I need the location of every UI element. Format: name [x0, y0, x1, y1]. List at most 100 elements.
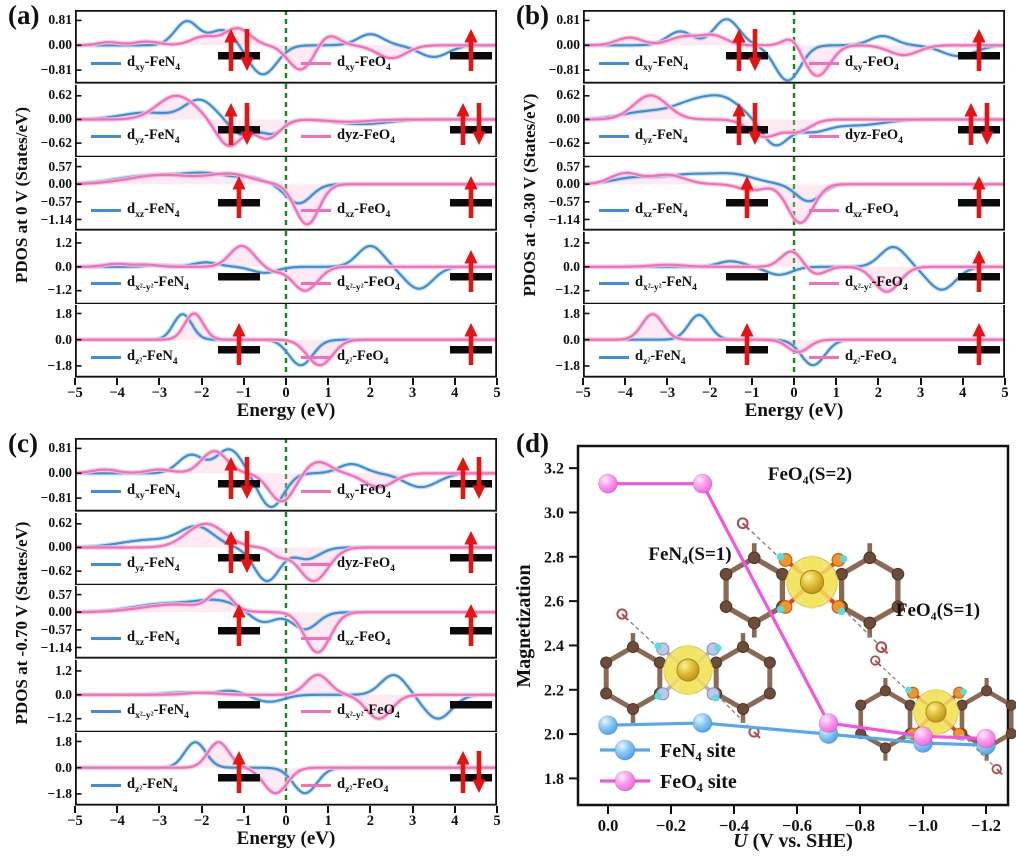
pdos-feo4-fill	[583, 94, 1005, 137]
y-tick-label: −0.62	[40, 134, 72, 150]
spin-state-icon	[450, 176, 492, 219]
subscript: xy	[345, 61, 355, 73]
x-tick-mark	[750, 378, 753, 385]
subscript: x²-y²	[345, 282, 364, 294]
x-tick-mark	[666, 378, 669, 385]
subscript: 4	[682, 553, 688, 567]
legend-label-fen4: dxz-FeN4	[127, 200, 180, 220]
arrow-head	[748, 131, 762, 145]
arrow-head	[232, 323, 246, 337]
spin-up-arrow-icon	[972, 29, 986, 71]
carbon-atom	[891, 600, 905, 613]
y-tick-label: 0.0	[563, 332, 580, 348]
subscript: 4	[175, 61, 181, 73]
y-tick-label: 3.2	[544, 461, 564, 478]
legend-label: FeO4 site	[660, 771, 737, 795]
x-tick-label: 1	[832, 385, 840, 401]
x-tick-mark	[582, 378, 584, 385]
y-tick-label: −1.14	[40, 639, 72, 655]
panel-d: (d) Magnetization 1.8 2.0 2.2 2.4 2.6 2.8 3.0 3…	[508, 428, 1016, 856]
legend-left: dyz-FeN4	[91, 555, 179, 575]
carbon-atom	[763, 656, 776, 669]
carbon-atom	[747, 551, 761, 565]
x-tick-mark	[327, 806, 330, 813]
y-tick-label: 2.4	[544, 638, 564, 655]
legend-line-fen4	[599, 355, 629, 359]
spin-down-arrow-icon	[472, 457, 486, 499]
spin-state-icon	[218, 29, 260, 71]
legend-left: dx²-y²-FeN4	[91, 702, 189, 721]
spin-state-icon	[450, 102, 492, 145]
subscript: 4	[680, 355, 686, 367]
spin-up-arrow-icon	[232, 323, 246, 366]
legend-label-feo4: dxz-FeO4	[337, 200, 391, 220]
pdos-feo4-fill	[75, 742, 497, 794]
x-tick-mark	[496, 378, 498, 385]
y-tick-label: 0.81	[48, 440, 72, 456]
x-tick-mark	[285, 378, 287, 385]
y-tick-label: 0.62	[48, 515, 72, 531]
x-tick-mark	[74, 378, 76, 385]
pdos-subpanel	[75, 83, 497, 158]
spin-down-arrow-icon	[240, 530, 254, 573]
orbital-bar	[726, 272, 768, 281]
oh-stick	[741, 522, 750, 531]
y-tick-label: −1.14	[548, 211, 580, 227]
legend-left: dz²-FeN4	[599, 348, 686, 367]
subscript: yz	[135, 563, 145, 575]
spin-up-arrow-icon	[464, 530, 478, 573]
fe-atom	[676, 658, 700, 682]
spin-up-arrow-icon	[972, 323, 986, 366]
data-point-magenta	[818, 713, 839, 733]
data-point-magenta	[598, 473, 618, 494]
carbon-atom	[719, 567, 733, 581]
subscript: z²	[345, 783, 353, 795]
spin-state-icon	[958, 323, 1000, 366]
y-tick-label: 0.0	[563, 258, 580, 274]
subscript: x²-y²	[643, 282, 662, 294]
arrow-head	[748, 57, 762, 71]
legend-label-feo4: dyz-FeO4	[845, 127, 903, 147]
spin-state-icon	[218, 323, 260, 366]
pdos-curve-feo4	[75, 673, 497, 720]
text-run: (S=1)	[688, 544, 732, 565]
carbon-atom	[763, 687, 776, 700]
x-tick-label: −4	[109, 813, 125, 829]
panel-label-d: (d)	[516, 428, 549, 458]
subscript: yz	[135, 135, 145, 147]
x-tick-label: −5	[575, 385, 591, 401]
y-tick-label: 0.62	[48, 87, 72, 103]
y-tick-label: 0.00	[48, 111, 72, 127]
pdos-curve-fen4	[75, 20, 497, 76]
spin-state-icon	[450, 323, 492, 366]
legend-right: dxz-FeO4	[301, 629, 390, 648]
legend-line-fen4	[91, 636, 121, 640]
pdos-curve-feo4	[583, 93, 1005, 138]
arrow-head	[232, 604, 246, 618]
y-tick-label: 1.2	[55, 662, 72, 678]
subscript: z²	[643, 355, 651, 367]
y-tick-label: −1.8	[555, 358, 580, 374]
spin-state-icon	[218, 604, 260, 647]
spin-up-arrow-icon	[232, 604, 246, 647]
spin-up-arrow-icon	[232, 176, 246, 219]
structure-annotation: FeO4(S=2)	[768, 464, 852, 487]
arrow-head	[464, 323, 478, 337]
legend-line-feo4	[809, 135, 839, 139]
x-tick-mark	[961, 378, 964, 385]
cyan-density-dot	[960, 688, 967, 696]
x-tick-label: −3	[659, 385, 676, 401]
subscript: 4	[172, 355, 178, 367]
arrow-head	[232, 751, 246, 765]
fe-atom	[925, 701, 947, 723]
pdos-curve-feo4	[75, 522, 497, 582]
x-tick-label: 4	[959, 385, 967, 401]
legend-label-feo4: dx²-y²-FeO4	[337, 274, 400, 294]
pdos-subpanel	[583, 157, 1005, 231]
spin-density-lobe	[785, 572, 806, 592]
subpanel-frame	[583, 10, 1005, 84]
legend-label-feo4: dxz-FeO4	[845, 200, 899, 220]
carbon-atom	[879, 742, 891, 754]
y-tick-label: 0.0	[55, 760, 72, 776]
carbon-atom	[879, 685, 891, 697]
